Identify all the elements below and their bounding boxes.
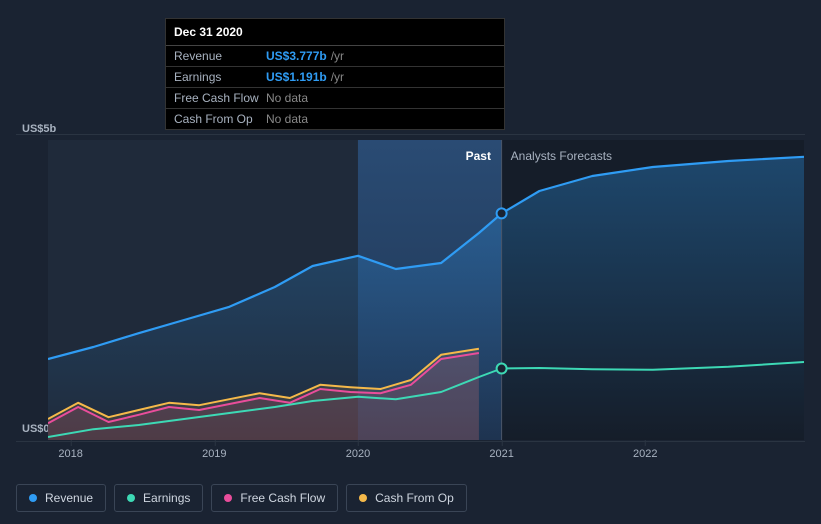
tooltip-row-nodata: No data	[266, 112, 308, 126]
x-tick: 2022	[633, 448, 657, 460]
legend-label: Free Cash Flow	[240, 491, 325, 505]
y-min-label: US$0	[22, 423, 50, 435]
tooltip-row: Free Cash FlowNo data	[166, 88, 504, 109]
period-forecast-label: Analysts Forecasts	[511, 149, 612, 163]
x-tick: 2021	[489, 448, 513, 460]
period-past-label: Past	[466, 149, 491, 163]
legend-label: Earnings	[143, 491, 190, 505]
gridline-top	[16, 134, 805, 135]
x-tick: 2020	[346, 448, 370, 460]
tooltip-row-value: US$3.777b	[266, 49, 331, 63]
tooltip-row: RevenueUS$3.777b/yr	[166, 46, 504, 67]
legend-dot	[359, 494, 367, 502]
legend-item[interactable]: Earnings	[114, 484, 203, 512]
x-tick: 2019	[202, 448, 226, 460]
legend-item[interactable]: Free Cash Flow	[211, 484, 338, 512]
tooltip-row: EarningsUS$1.191b/yr	[166, 67, 504, 88]
legend-item[interactable]: Cash From Op	[346, 484, 467, 512]
x-tick: 2018	[58, 448, 82, 460]
tooltip-date: Dec 31 2020	[166, 19, 504, 46]
chart-area[interactable]	[48, 140, 804, 440]
gridline-bottom	[16, 441, 805, 442]
legend-dot	[29, 494, 37, 502]
tooltip-row-label: Free Cash Flow	[174, 91, 266, 105]
tooltip-row-label: Revenue	[174, 49, 266, 63]
tooltip-row-suffix: /yr	[331, 49, 344, 63]
chart-tooltip: Dec 31 2020 RevenueUS$3.777b/yrEarningsU…	[165, 18, 505, 130]
legend: Revenue Earnings Free Cash Flow Cash From O…	[16, 484, 467, 512]
tooltip-row-label: Earnings	[174, 70, 266, 84]
legend-item[interactable]: Revenue	[16, 484, 106, 512]
tooltip-row-value: US$1.191b	[266, 70, 331, 84]
legend-label: Revenue	[45, 491, 93, 505]
legend-dot	[127, 494, 135, 502]
tooltip-row-nodata: No data	[266, 91, 308, 105]
tooltip-row: Cash From OpNo data	[166, 109, 504, 129]
tooltip-row-suffix: /yr	[331, 70, 344, 84]
tooltip-row-label: Cash From Op	[174, 112, 266, 126]
legend-dot	[224, 494, 232, 502]
legend-label: Cash From Op	[375, 491, 454, 505]
